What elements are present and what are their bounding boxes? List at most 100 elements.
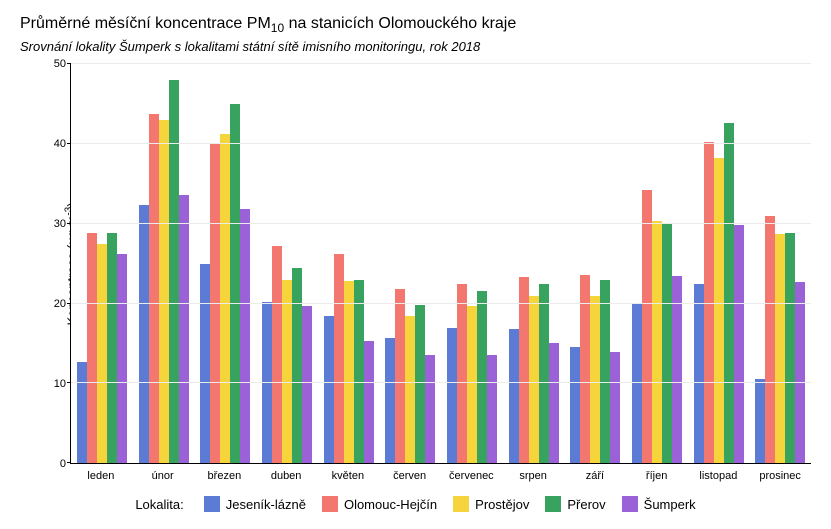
- month-group: [503, 64, 565, 463]
- bar: [734, 225, 744, 463]
- legend-item: Prostějov: [453, 496, 529, 512]
- y-tick-label: 50: [54, 58, 66, 70]
- month-group: [318, 64, 380, 463]
- bar: [600, 280, 610, 464]
- x-tick-label: červen: [379, 470, 441, 482]
- bar: [97, 244, 107, 463]
- bar: [477, 291, 487, 463]
- bar: [334, 254, 344, 463]
- x-tick-label: říjen: [626, 470, 688, 482]
- y-tick-mark: [67, 143, 71, 144]
- legend-label: Olomouc-Hejčín: [344, 497, 437, 512]
- month-group: [379, 64, 441, 463]
- x-tick-label: leden: [70, 470, 132, 482]
- bar: [395, 289, 405, 463]
- bar: [632, 304, 642, 464]
- bar: [642, 190, 652, 463]
- bar: [200, 264, 210, 464]
- legend-item: Šumperk: [622, 496, 696, 512]
- bar: [785, 233, 795, 464]
- bar: [590, 296, 600, 463]
- bar: [755, 379, 765, 464]
- y-tick-mark: [67, 462, 71, 463]
- bar: [282, 280, 292, 464]
- legend-item: Přerov: [545, 496, 605, 512]
- month-group: [626, 64, 688, 463]
- bar: [210, 144, 220, 463]
- bar: [570, 347, 580, 464]
- x-tick-label: březen: [194, 470, 256, 482]
- y-tick-label: 10: [54, 378, 66, 390]
- month-group: [564, 64, 626, 463]
- x-tick-label: listopad: [688, 470, 750, 482]
- month-group: [194, 64, 256, 463]
- legend-label: Přerov: [567, 497, 605, 512]
- y-tick-label: 40: [54, 138, 66, 150]
- bar: [775, 234, 785, 463]
- bar: [354, 280, 364, 464]
- bar: [77, 362, 87, 463]
- bar: [364, 341, 374, 463]
- y-tick-mark: [67, 63, 71, 64]
- bar: [425, 355, 435, 464]
- bar: [149, 114, 159, 464]
- bar: [240, 209, 250, 464]
- x-tick-label: prosinec: [749, 470, 811, 482]
- bar: [302, 306, 312, 463]
- month-group: [256, 64, 318, 463]
- bar: [87, 233, 97, 463]
- bar: [549, 343, 559, 463]
- chart-subtitle: Srovnání lokality Šumperk s lokalitami s…: [20, 39, 811, 54]
- chart-area: Koncentrace (µg.m-3) 01020304050 ledenún…: [20, 64, 811, 464]
- x-tick-label: květen: [317, 470, 379, 482]
- bar: [272, 246, 282, 463]
- bar: [610, 352, 620, 463]
- y-tick-mark: [67, 303, 71, 304]
- y-axis: Koncentrace (µg.m-3) 01020304050: [20, 64, 70, 464]
- bar: [324, 316, 334, 464]
- y-tick-label: 0: [60, 458, 66, 470]
- y-tick-mark: [67, 223, 71, 224]
- chart-title: Průměrné měsíční koncentrace PM10 na sta…: [20, 15, 811, 35]
- x-tick-label: duben: [255, 470, 317, 482]
- y-tick-label: 30: [54, 218, 66, 230]
- gridline: [71, 382, 811, 383]
- bar: [539, 284, 549, 463]
- legend-swatch: [322, 496, 338, 512]
- bar: [795, 282, 805, 463]
- bar: [139, 205, 149, 463]
- gridline: [71, 63, 811, 64]
- title-suffix: na stanicích Olomouckého kraje: [284, 15, 516, 32]
- month-group: [749, 64, 811, 463]
- bars-container: [71, 64, 811, 463]
- bar: [652, 221, 662, 464]
- bar: [714, 158, 724, 463]
- bar: [457, 284, 467, 464]
- bar: [220, 134, 230, 464]
- bar: [169, 80, 179, 463]
- month-group: [133, 64, 195, 463]
- plot-region: [70, 64, 811, 464]
- bar: [117, 254, 127, 463]
- bar: [107, 233, 117, 464]
- y-tick-mark: [67, 382, 71, 383]
- y-tick-label: 20: [54, 298, 66, 310]
- bar: [662, 223, 672, 463]
- bar: [230, 104, 240, 463]
- y-axis-ticks: 01020304050: [45, 64, 70, 464]
- x-axis-labels: ledenúnorbřezendubenkvětenčervenčervenec…: [70, 470, 811, 482]
- legend-label: Jeseník-lázně: [226, 497, 306, 512]
- bar: [179, 195, 189, 463]
- bar: [519, 277, 529, 463]
- bar: [159, 120, 169, 463]
- legend-label: Prostějov: [475, 497, 529, 512]
- legend-label: Šumperk: [644, 497, 696, 512]
- bar: [292, 268, 302, 463]
- month-group: [688, 64, 750, 463]
- legend-swatch: [622, 496, 638, 512]
- bar: [694, 284, 704, 464]
- legend-title: Lokalita:: [135, 497, 183, 512]
- bar: [672, 276, 682, 463]
- bar: [344, 281, 354, 463]
- bar: [529, 296, 539, 464]
